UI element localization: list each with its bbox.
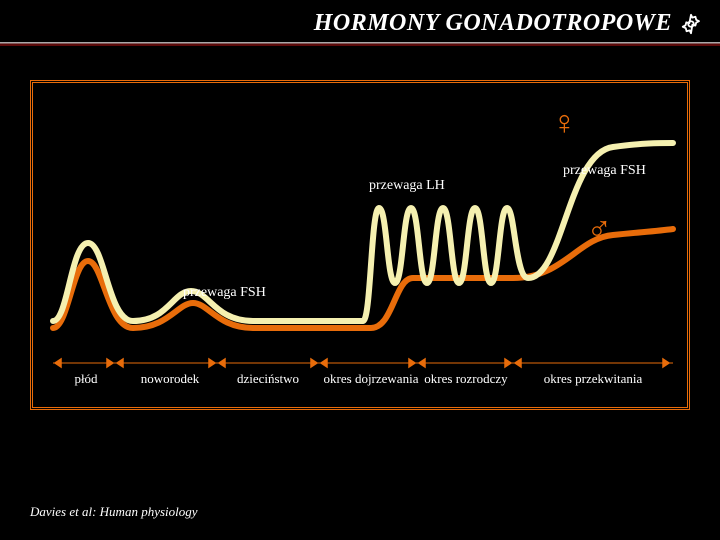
citation: Davies et al: Human physiology [30, 504, 198, 520]
female-symbol: ♀ [552, 105, 578, 143]
gear-icon [680, 13, 702, 35]
label-przewaga-fsh-left: przewaga FSH [183, 285, 266, 301]
label-przewaga-fsh-right: przewaga FSH [563, 163, 646, 179]
xaxis-ticks [53, 359, 673, 367]
xlabel-plod: płód [61, 371, 111, 387]
title-bar: HORMONY GONADOTROPOWE [314, 10, 702, 37]
xlabel-przekwitania: okres przekwitania [513, 371, 673, 387]
title-underline [0, 42, 720, 46]
xlabel-dziecinstwo: dzieciństwo [223, 371, 313, 387]
xlabel-dojrzewania: okres dojrzewania [321, 371, 421, 387]
xlabel-noworodek: noworodek [125, 371, 215, 387]
chart-area: ♀ ♂ przewaga LH przewaga FSH przewaga FS… [33, 83, 687, 407]
label-przewaga-lh: przewaga LH [369, 178, 445, 194]
male-curve [53, 229, 673, 328]
page-title: HORMONY GONADOTROPOWE [314, 10, 672, 37]
xlabel-rozrodczy: okres rozrodczy [421, 371, 511, 387]
chart-frame: ♀ ♂ przewaga LH przewaga FSH przewaga FS… [30, 80, 690, 410]
male-symbol: ♂ [587, 211, 613, 249]
